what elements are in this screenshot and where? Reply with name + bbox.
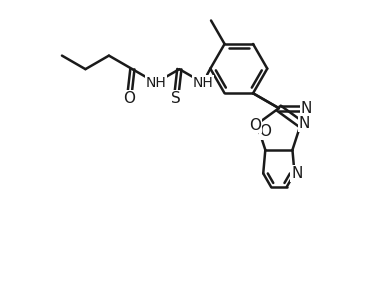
Text: NH: NH [146,76,167,90]
Text: N: N [291,166,303,181]
Text: S: S [171,91,181,106]
Text: O: O [249,118,261,133]
Text: N: N [300,101,312,116]
Text: NH: NH [193,76,214,90]
Text: O: O [260,124,271,139]
Text: N: N [299,116,310,131]
Text: O: O [123,91,135,106]
